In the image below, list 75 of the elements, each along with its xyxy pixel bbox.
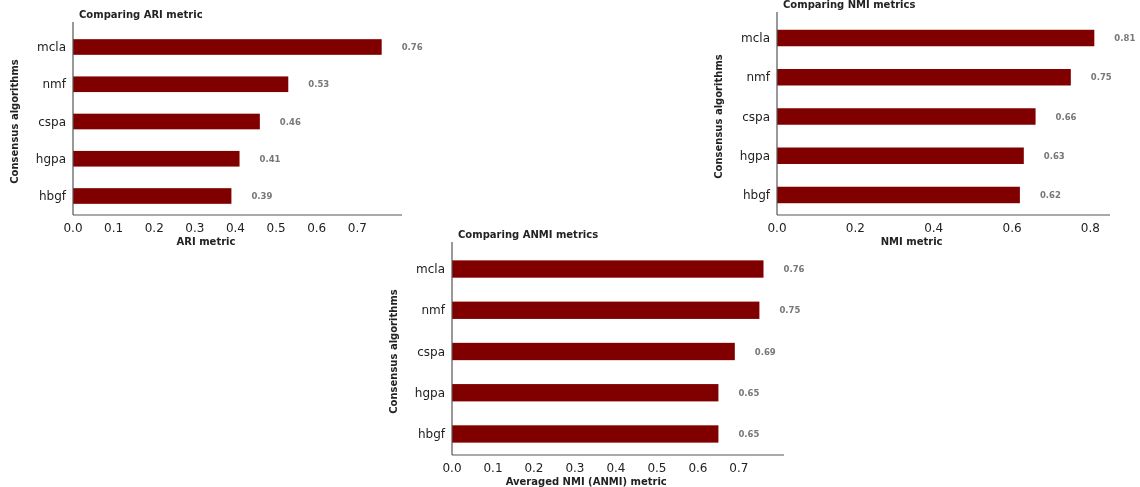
x-tick-label: 0.7 xyxy=(347,221,367,235)
data-label: 0.39 xyxy=(251,191,273,201)
chart-title: Comparing ARI metric xyxy=(79,9,203,20)
x-axis-title: Averaged NMI (ANMI) metric xyxy=(505,476,667,487)
x-tick-label: 0.3 xyxy=(185,221,205,235)
bar xyxy=(777,29,1095,47)
x-tick-label: 0.2 xyxy=(845,221,865,235)
data-label: 0.53 xyxy=(308,79,330,90)
y-tick-label: cspa xyxy=(742,109,770,124)
x-tick-label: 0.6 xyxy=(1002,221,1022,235)
y-axis-title: Consensus algorithms xyxy=(713,54,724,179)
bar xyxy=(452,260,764,278)
x-tick-label: 0.4 xyxy=(606,461,626,475)
data-label: 0.76 xyxy=(401,42,423,52)
bar xyxy=(777,147,1024,164)
data-label: 0.81 xyxy=(1114,33,1136,44)
x-tick-label: 0.6 xyxy=(307,221,327,235)
bar xyxy=(452,342,735,361)
x-tick-label: 0.2 xyxy=(524,461,544,475)
x-tick-label: 0.6 xyxy=(688,461,708,475)
bar xyxy=(73,150,240,167)
bar xyxy=(452,301,760,319)
y-axis-title: Consensus algorithms xyxy=(9,59,20,184)
data-label: 0.46 xyxy=(279,116,301,127)
x-tick-label: 0.0 xyxy=(63,221,83,235)
x-tick-label: 0.4 xyxy=(225,221,246,235)
bar xyxy=(777,69,1071,86)
data-label: 0.76 xyxy=(783,264,805,275)
x-tick-label: 0.0 xyxy=(767,221,787,235)
y-tick-label: cspa xyxy=(38,114,66,129)
y-tick-label: hbgf xyxy=(38,189,67,203)
data-label: 0.65 xyxy=(738,387,760,398)
bar xyxy=(73,188,232,204)
y-tick-label: mcla xyxy=(416,262,445,277)
x-tick-label: 0.5 xyxy=(266,221,286,235)
y-tick-label: mcla xyxy=(741,31,770,46)
x-tick-label: 0.5 xyxy=(647,461,667,475)
data-label: 0.66 xyxy=(1055,111,1077,122)
x-tick-label: 0.3 xyxy=(565,461,585,475)
y-tick-label: mcla xyxy=(37,40,66,54)
data-label: 0.41 xyxy=(259,153,281,164)
data-label: 0.75 xyxy=(1090,72,1112,83)
y-tick-label: hbgf xyxy=(742,187,771,202)
x-tick-label: 0.4 xyxy=(924,221,944,235)
y-tick-label: hgpa xyxy=(739,148,770,163)
bar xyxy=(452,384,719,402)
y-axis-title: Consensus algorithms xyxy=(388,289,399,414)
x-tick-label: 0.1 xyxy=(483,461,503,475)
data-label: 0.62 xyxy=(1039,189,1061,200)
y-tick-label: nmf xyxy=(42,77,67,92)
x-axis-title: ARI metric xyxy=(176,236,236,247)
chart-title: Comparing NMI metrics xyxy=(783,0,916,10)
y-tick-label: hgpa xyxy=(414,385,445,400)
y-tick-label: nmf xyxy=(746,70,771,85)
chart-title: Comparing ANMI metrics xyxy=(458,229,599,240)
x-tick-label: 0.8 xyxy=(1080,221,1100,235)
x-tick-label: 0.1 xyxy=(104,221,124,235)
data-label: 0.75 xyxy=(779,305,801,316)
bar xyxy=(73,39,382,55)
bar xyxy=(452,425,719,443)
y-tick-label: cspa xyxy=(417,344,445,359)
y-tick-label: hbgf xyxy=(417,426,446,441)
x-tick-label: 0.7 xyxy=(729,461,749,475)
x-tick-label: 0.2 xyxy=(144,221,164,235)
x-axis-title: NMI metric xyxy=(880,236,943,247)
data-label: 0.65 xyxy=(738,428,760,439)
x-tick-label: 0.0 xyxy=(442,461,462,475)
bar xyxy=(73,76,289,93)
y-tick-label: hgpa xyxy=(35,151,66,166)
bar xyxy=(73,113,260,130)
bar xyxy=(777,108,1036,125)
data-label: 0.63 xyxy=(1043,150,1065,161)
data-label: 0.69 xyxy=(754,346,776,357)
bar xyxy=(777,186,1020,204)
y-tick-label: nmf xyxy=(421,303,446,318)
